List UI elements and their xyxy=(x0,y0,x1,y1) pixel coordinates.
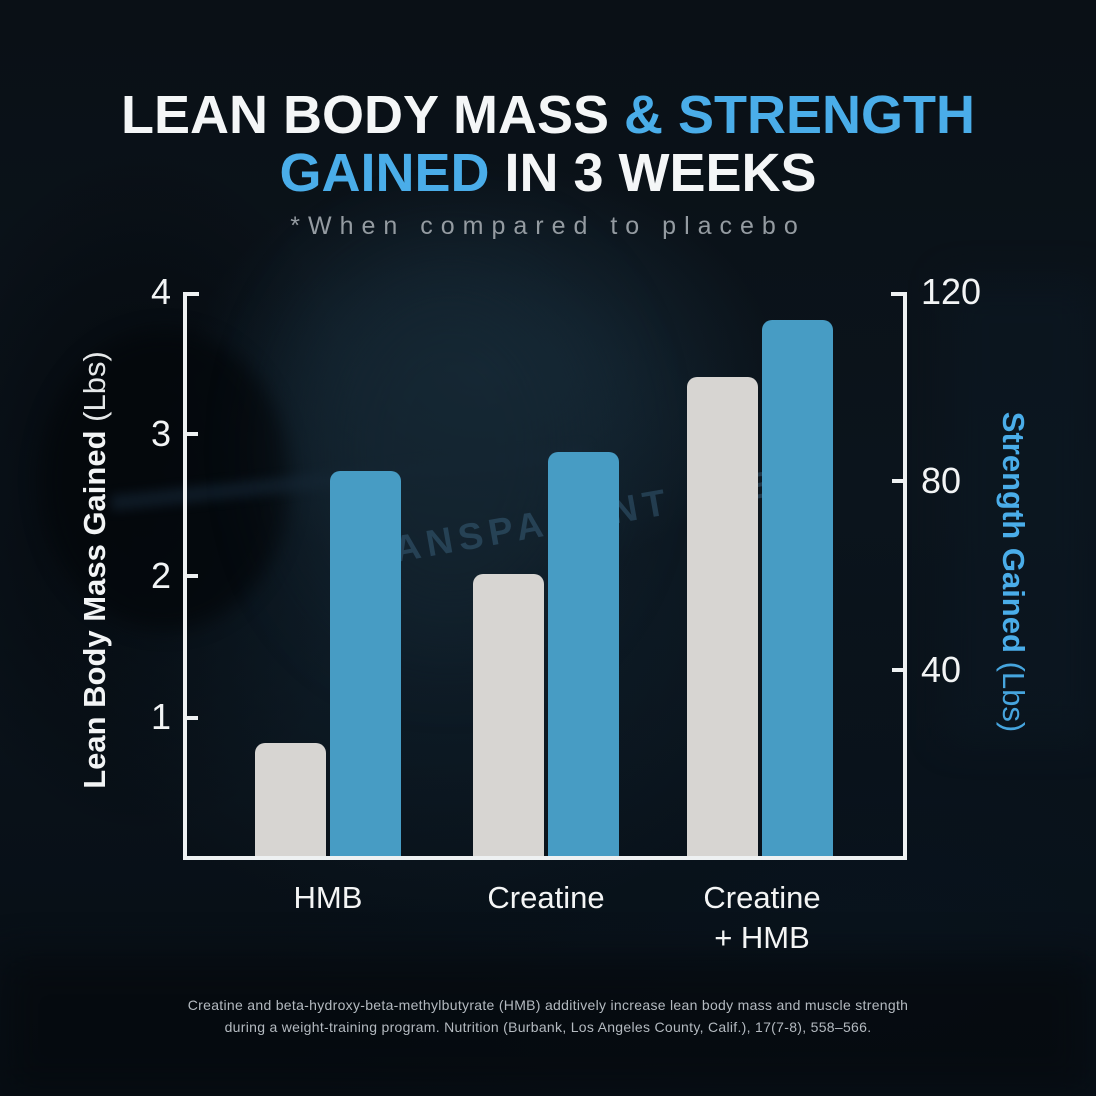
right-tick-40 xyxy=(892,668,907,672)
title-line-2: GAINED IN 3 WEEKS xyxy=(0,144,1096,202)
bar-group-creatine-hmb xyxy=(687,320,833,856)
bar-lean-mass-creatine xyxy=(473,574,544,856)
bar-group-hmb xyxy=(255,471,401,856)
left-tick-2 xyxy=(183,574,198,578)
title-line-1: LEAN BODY MASS & STRENGTH xyxy=(0,86,1096,144)
bar-strength-creatine xyxy=(548,452,619,856)
right-axis-title: Strength Gained (Lbs) xyxy=(995,412,1031,732)
left-tick-label-1: 1 xyxy=(150,696,171,737)
bar-strength-hmb xyxy=(330,471,401,856)
right-tick-label-120: 120 xyxy=(921,271,982,312)
x-axis-line xyxy=(183,856,907,860)
title-blue-1: & STRENGTH xyxy=(624,85,976,145)
page-title: LEAN BODY MASS & STRENGTH GAINED IN 3 WE… xyxy=(0,86,1096,202)
category-label-creatine-hmb: Creatine + HMB xyxy=(703,880,821,955)
left-axis-unit: (Lbs) xyxy=(77,351,112,422)
title-blue-2: GAINED xyxy=(279,143,505,203)
category-label-hmb: HMB xyxy=(293,880,363,915)
bar-group-creatine xyxy=(473,452,619,856)
left-tick-label-4: 4 xyxy=(150,271,171,312)
title-white-1: LEAN BODY MASS xyxy=(120,85,625,145)
subtitle: *When compared to placebo xyxy=(290,212,806,240)
title-white-2: IN 3 WEEKS xyxy=(504,143,817,203)
left-tick-3 xyxy=(183,432,198,436)
left-axis-title-main: Lean Body Mass Gained xyxy=(77,430,112,789)
left-axis-title: Lean Body Mass Gained (Lbs) xyxy=(77,351,113,789)
plot-area: 4 3 2 1 120 80 40 xyxy=(151,271,981,860)
bar-strength-creatine-hmb xyxy=(762,320,833,856)
right-axis-line xyxy=(903,292,907,860)
right-axis-unit: (Lbs) xyxy=(996,661,1031,733)
citation-line-1: Creatine and beta-hydroxy-beta-methylbut… xyxy=(187,997,909,1013)
right-axis-title-main: Strength Gained xyxy=(996,411,1031,653)
bar-lean-mass-creatine-hmb xyxy=(687,377,758,856)
citation-line-2: during a weight-training program. Nutrit… xyxy=(224,1019,872,1035)
category-label-creatine: Creatine xyxy=(487,880,605,915)
bar-lean-mass-hmb xyxy=(255,743,326,856)
left-tick-1 xyxy=(183,716,198,720)
right-tick-80 xyxy=(892,479,907,483)
right-axis-top-tick xyxy=(891,292,907,296)
citation: Creatine and beta-hydroxy-beta-methylbut… xyxy=(0,994,1096,1038)
left-axis-top-tick xyxy=(183,292,199,296)
